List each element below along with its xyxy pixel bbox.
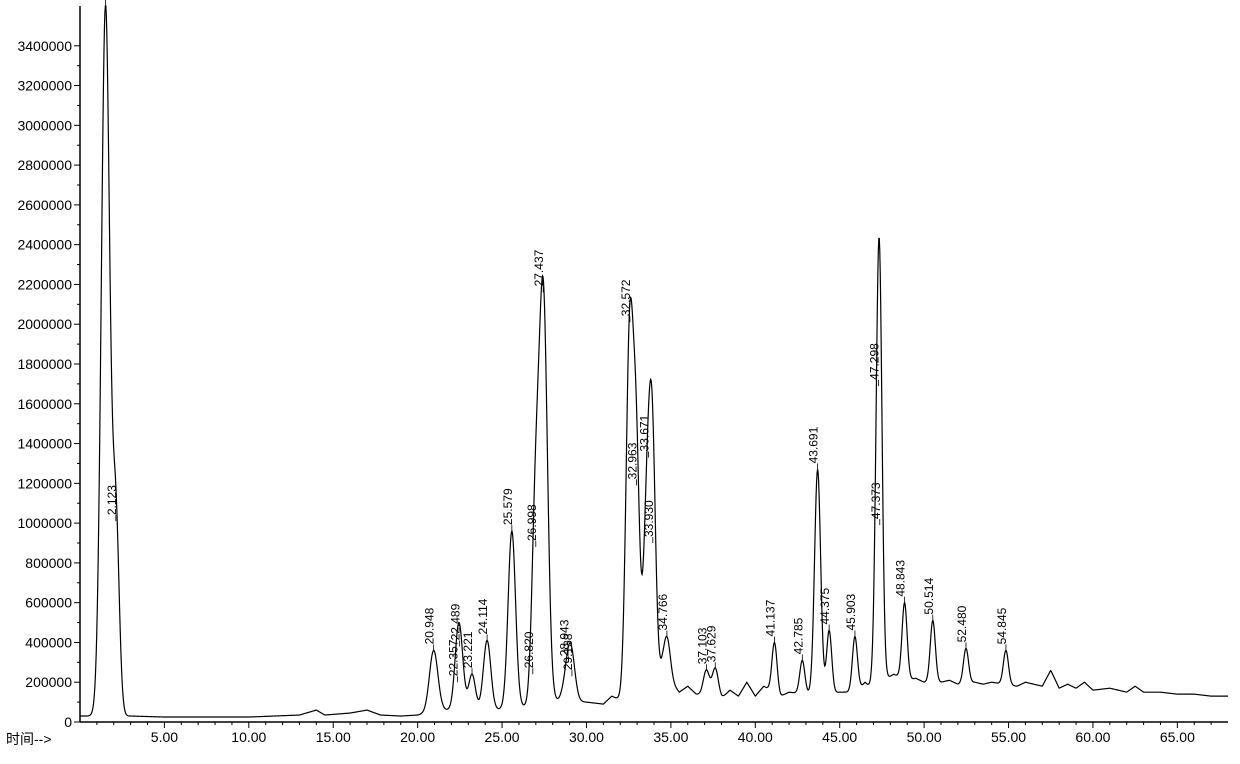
x-tick-label: 25.00 <box>485 729 520 745</box>
peak-label: 44.375 <box>818 587 832 624</box>
y-tick-label: 2400000 <box>17 237 72 253</box>
y-tick-label: 1400000 <box>17 436 72 452</box>
peak-label: 22.357 <box>446 639 460 676</box>
x-tick-label: 50.00 <box>907 729 942 745</box>
peak-label: 54.845 <box>995 607 1009 644</box>
chromatogram-container: 5.00 10.00 15.00 20.00 25.00 30.00 35.00 40.00 4… <box>0 0 1240 764</box>
peak-label: 37.629 <box>704 625 718 662</box>
x-tick-label: 65.00 <box>1160 729 1195 745</box>
y-tick-label: 3400000 <box>17 38 72 54</box>
y-tick-label: 1600000 <box>17 396 72 412</box>
peak-label: 26.820 <box>522 631 536 668</box>
peak-label: 33.930 <box>642 500 656 537</box>
peak-label: 23.221 <box>461 631 475 668</box>
peak-label: 27.437 <box>532 249 546 286</box>
x-tick-label: 10.00 <box>231 729 266 745</box>
x-tick-label: 20.00 <box>400 729 435 745</box>
x-tick-label: 35.00 <box>653 729 688 745</box>
y-tick-label: 2800000 <box>17 157 72 173</box>
peak-label: 26.998 <box>525 504 539 541</box>
x-tick-label: 30.00 <box>569 729 604 745</box>
peak-label: 48.843 <box>894 560 908 597</box>
peak-label: 52.480 <box>955 605 969 642</box>
peak-label: 29.138 <box>561 633 575 670</box>
y-tick-label: 1000000 <box>17 515 72 531</box>
y-tick-label: 1200000 <box>17 475 72 491</box>
x-tick-label: 40.00 <box>738 729 773 745</box>
peak-label: 2.123 <box>105 485 119 515</box>
y-tick-label: 200000 <box>25 674 72 690</box>
peak-label: 42.785 <box>791 617 805 654</box>
peak-label: 50.514 <box>922 578 936 615</box>
peak-label: 43.691 <box>807 426 821 463</box>
y-tick-label: 3200000 <box>17 78 72 94</box>
x-tick-label: 55.00 <box>991 729 1026 745</box>
peak-label: 20.948 <box>423 607 437 644</box>
peak-label: 32.572 <box>619 279 633 316</box>
x-tick-label: 45.00 <box>822 729 857 745</box>
x-axis-title: 时间--> <box>6 731 52 747</box>
y-tick-label: 800000 <box>25 555 72 571</box>
y-tick-label: 2200000 <box>17 276 72 292</box>
chromatogram-svg: 5.00 10.00 15.00 20.00 25.00 30.00 35.00 40.00 4… <box>0 0 1240 764</box>
x-tick-label: 5.00 <box>151 729 178 745</box>
y-tick-label: 400000 <box>25 634 72 650</box>
peak-label: 25.579 <box>501 488 515 525</box>
y-tick-label: 2000000 <box>17 316 72 332</box>
peak-label: 47.373 <box>869 482 883 519</box>
y-tick-label: 600000 <box>25 595 72 611</box>
y-tick-label: 0 <box>64 714 72 730</box>
x-tick-label: 60.00 <box>1075 729 1110 745</box>
peak-label: 24.114 <box>476 598 490 634</box>
peak-label: 41.137 <box>763 599 777 636</box>
x-tick-label: 15.00 <box>316 729 351 745</box>
chromatogram-trace <box>80 6 1228 717</box>
peak-label: 34.766 <box>656 593 670 630</box>
peak-label: 45.903 <box>844 593 858 630</box>
peak-label: 47.298 <box>868 343 882 380</box>
y-tick-label: 1800000 <box>17 356 72 372</box>
y-tick-label: 2600000 <box>17 197 72 213</box>
peak-label: 33.671 <box>637 414 651 451</box>
y-tick-label: 3000000 <box>17 117 72 133</box>
